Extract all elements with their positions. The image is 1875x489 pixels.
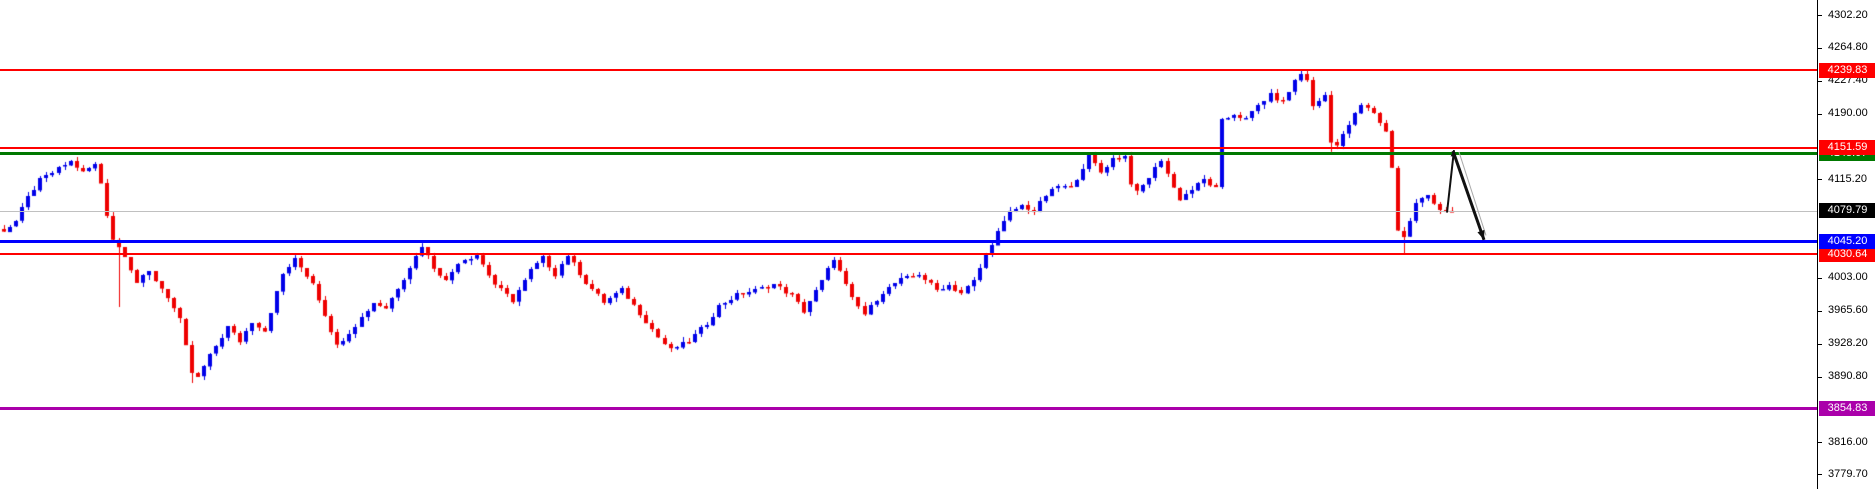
- price-badge-support-blue-4045: 4045.20: [1819, 233, 1875, 249]
- projection-annotation[interactable]: [0, 0, 1817, 489]
- axis-tick-label: 4264.80: [1828, 41, 1868, 54]
- bid-price-badge: 4079.79: [1819, 203, 1875, 219]
- axis-tick-dash: [1818, 376, 1822, 378]
- price-badge-resistance-4239: 4239.83: [1819, 62, 1875, 78]
- axis-tick-label: 3816.00: [1828, 435, 1868, 448]
- projection-down-arrow-line[interactable]: [1451, 150, 1486, 241]
- price-badge-resistance-4151: 4151.59: [1819, 140, 1875, 156]
- hline-support-blue-4045[interactable]: [0, 239, 1817, 243]
- axis-tick-dash: [1818, 442, 1822, 444]
- hline-support-green-4145[interactable]: [0, 152, 1817, 156]
- axis-tick-label: 4115.20: [1828, 172, 1867, 185]
- axis-tick-label: 3779.70: [1828, 467, 1868, 480]
- hline-support-purple-3854[interactable]: [0, 407, 1817, 411]
- axis-tick-label: 3928.20: [1828, 337, 1868, 350]
- axis-tick-dash: [1818, 80, 1822, 82]
- bid-price-line: [0, 210, 1817, 212]
- hline-resistance-4239[interactable]: [0, 69, 1817, 72]
- axis-tick-dash: [1818, 310, 1822, 312]
- price-axis: 4302.20 4264.80 4227.40 4190.00 4115.20 4003.…: [1817, 0, 1875, 489]
- price-badge-support-4030: 4030.64: [1819, 246, 1875, 262]
- hline-support-4030[interactable]: [0, 253, 1817, 256]
- price-badge-support-purple-3854: 3854.83: [1819, 401, 1875, 417]
- axis-tick-label: 4302.20: [1828, 8, 1868, 21]
- axis-tick-dash: [1818, 113, 1822, 115]
- axis-tick-dash: [1818, 343, 1822, 345]
- axis-tick-label: 3890.80: [1828, 370, 1868, 383]
- axis-tick-dash: [1818, 474, 1822, 476]
- projection-arrowhead-icon: [1477, 229, 1485, 240]
- axis-tick-label: 3965.60: [1828, 304, 1868, 317]
- projection-up-arrowhead-icon: [1450, 150, 1456, 157]
- axis-tick-label: 4003.00: [1828, 271, 1868, 284]
- hline-resistance-4151[interactable]: [0, 146, 1817, 149]
- axis-tick-dash: [1818, 47, 1822, 49]
- axis-tick-dash: [1818, 15, 1822, 16]
- axis-tick-dash: [1818, 277, 1822, 279]
- projection-up-line[interactable]: [1446, 150, 1455, 213]
- axis-tick-label: 4190.00: [1828, 107, 1868, 120]
- axis-tick-dash: [1818, 179, 1822, 181]
- projection-gray-ray[interactable]: [1458, 151, 1487, 236]
- candlestick-canvas[interactable]: [0, 0, 1817, 489]
- chart-plot-area[interactable]: [0, 0, 1817, 489]
